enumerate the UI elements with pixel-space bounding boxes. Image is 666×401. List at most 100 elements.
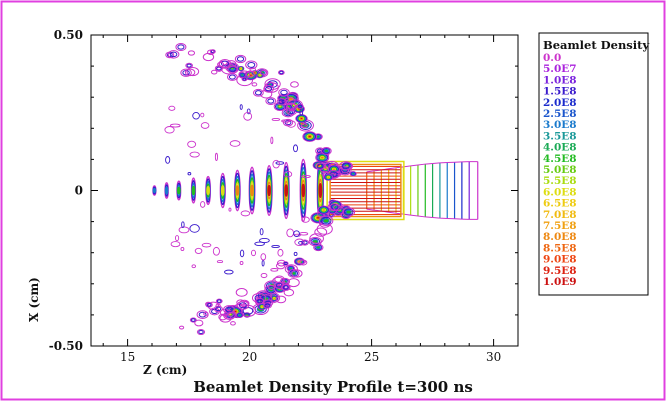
faint-contour xyxy=(293,144,299,153)
faint-contour xyxy=(294,238,305,247)
faint-contour xyxy=(293,230,300,238)
lower-arc-blob xyxy=(293,257,305,266)
upper-arc-blob xyxy=(239,72,246,78)
core-outline-outer xyxy=(326,160,405,221)
lower-arc-blob xyxy=(287,269,300,278)
outer-cloud-top xyxy=(211,69,218,75)
outer-cloud-top xyxy=(165,51,175,59)
legend-item-label: 2.5E8 xyxy=(543,108,577,120)
upper-arc-blob xyxy=(323,148,329,153)
legend-item-label: 1.0E8 xyxy=(543,74,577,86)
outer-cloud-top xyxy=(277,70,285,76)
outer-cloud-bottom xyxy=(272,276,285,287)
lower-arc-blob xyxy=(294,258,304,265)
core-outline xyxy=(329,163,402,218)
outer-cloud-bottom xyxy=(282,285,289,290)
upper-arc-blob xyxy=(318,155,326,161)
faint-contour xyxy=(228,207,232,212)
outer-cloud-bottom xyxy=(255,297,265,305)
faint-contour xyxy=(271,117,281,122)
faint-contour xyxy=(168,105,176,111)
outer-cloud-bottom xyxy=(274,275,285,284)
outer-cloud-bottom xyxy=(275,262,286,270)
outer-cloud-bottom xyxy=(190,318,196,322)
core-edge-blob xyxy=(341,162,350,169)
outer-cloud-top xyxy=(207,49,215,56)
faint-contour xyxy=(239,249,245,258)
legend-title: Beamlet Density xyxy=(543,38,649,52)
legend-item-label: 2.0E8 xyxy=(543,97,577,109)
upper-arc-blob xyxy=(299,117,304,121)
upper-arc-blob xyxy=(302,131,318,142)
x-axis: 15 20 25 30 xyxy=(102,35,501,364)
faint-contour xyxy=(285,106,291,114)
outer-cloud-bottom xyxy=(274,281,285,289)
outer-cloud-top xyxy=(167,50,180,59)
outer-cloud-top xyxy=(265,86,273,92)
upper-arc-blob xyxy=(239,67,243,71)
faint-contour xyxy=(243,111,253,121)
outer-cloud-top xyxy=(217,61,225,68)
outer-cloud-top xyxy=(245,71,255,78)
upper-arc-blob xyxy=(297,115,306,122)
outer-cloud-bottom xyxy=(194,319,204,327)
outer-cloud-bottom xyxy=(198,311,207,318)
legend-item-label: 5.5E8 xyxy=(543,175,577,187)
lower-arc-blob xyxy=(314,227,328,237)
lower-arc-blob xyxy=(290,271,297,276)
legend-item-label: 9.0E8 xyxy=(543,254,577,266)
legend-item-label: 7.5E8 xyxy=(543,220,577,232)
outer-cloud-top xyxy=(265,97,277,105)
y-tick-label: 0 xyxy=(75,184,83,198)
upper-arc-blob xyxy=(316,153,329,162)
legend-item-label: 6.5E8 xyxy=(543,198,577,210)
outer-cloud-bottom xyxy=(267,284,275,290)
x-axis-label: Z (cm) xyxy=(143,363,187,377)
faint-contour xyxy=(181,221,185,228)
lower-arc-blob xyxy=(260,305,264,309)
upper-arc-blob xyxy=(322,147,331,154)
faint-contour xyxy=(189,151,200,158)
central-island xyxy=(206,186,210,195)
upper-arc-blob xyxy=(276,103,284,110)
outer-cloud-bottom xyxy=(264,303,271,308)
faint-contour xyxy=(165,156,171,164)
outer-cloud-top xyxy=(234,54,247,64)
y-tick-label: -0.50 xyxy=(49,339,83,353)
upper-arc-blob xyxy=(277,104,283,109)
faint-contour xyxy=(301,216,310,223)
core-edge-blob xyxy=(319,206,328,214)
legend-item-label: 5.0E8 xyxy=(543,164,577,176)
upper-arc-blob xyxy=(320,147,332,155)
outer-cloud-bottom xyxy=(282,261,289,266)
outer-cloud-bottom xyxy=(178,325,185,330)
faint-contour xyxy=(254,241,265,246)
core-edge-blob xyxy=(333,204,342,211)
core-edge-blob xyxy=(342,207,356,217)
faint-contour xyxy=(189,224,200,233)
upper-arc-blob xyxy=(306,134,313,139)
faint-contour xyxy=(239,104,243,110)
faint-contour xyxy=(174,235,180,242)
core-edge-blob xyxy=(318,206,329,214)
faint-contour xyxy=(200,201,206,208)
lower-arc-blob xyxy=(320,216,332,225)
lower-arc-blob xyxy=(237,313,242,317)
faint-contour xyxy=(259,228,264,236)
faint-contour xyxy=(293,251,298,256)
outer-cloud-top xyxy=(267,98,275,104)
outer-cloud-top xyxy=(276,98,287,106)
faint-contour xyxy=(281,119,291,123)
legend-item-label: 6.0E8 xyxy=(543,186,577,198)
outer-cloud-bottom xyxy=(230,321,236,326)
outer-cloud-bottom xyxy=(215,298,223,304)
lower-arc-blob xyxy=(315,245,321,250)
outer-cloud-top xyxy=(263,84,274,93)
faint-contour xyxy=(260,253,267,261)
faint-contour xyxy=(169,123,181,128)
outer-cloud-top xyxy=(296,103,304,109)
faint-contour xyxy=(164,126,175,134)
upper-arc-blob xyxy=(305,133,314,140)
